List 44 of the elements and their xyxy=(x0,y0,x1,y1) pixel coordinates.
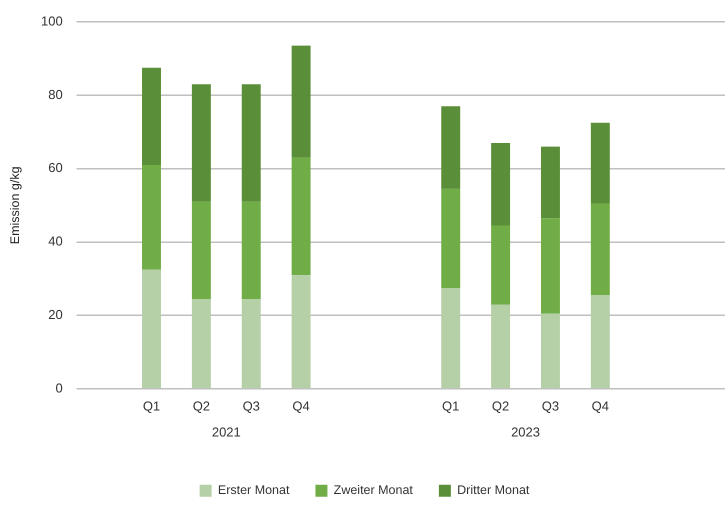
y-tick-label: 20 xyxy=(48,307,63,322)
bar xyxy=(590,295,610,388)
bar xyxy=(491,142,510,226)
x-tick-label: Q2 xyxy=(192,398,210,414)
x-tick-label: Q3 xyxy=(542,398,560,414)
bar xyxy=(292,158,311,276)
bar xyxy=(441,106,460,189)
x-tick-label: Q4 xyxy=(592,398,609,414)
bar xyxy=(242,298,261,388)
text: 2023 xyxy=(511,424,540,440)
bar xyxy=(590,204,610,296)
y-tick-label: 100 xyxy=(40,13,63,28)
bar xyxy=(192,202,211,299)
bar xyxy=(292,275,311,388)
x-tick-label: Q2 xyxy=(492,398,510,414)
bar xyxy=(441,188,460,288)
x-tick-label: Q4 xyxy=(292,398,310,414)
text: 2021 xyxy=(212,424,241,440)
bar xyxy=(192,84,211,202)
bar xyxy=(242,84,261,202)
y-tick-label: 80 xyxy=(48,86,63,102)
bar xyxy=(142,68,161,165)
x-tick-label: Q3 xyxy=(242,398,260,414)
bar xyxy=(441,288,460,388)
bar xyxy=(142,270,161,388)
bar xyxy=(540,218,560,314)
bar xyxy=(540,146,560,218)
bar xyxy=(491,304,510,388)
bar xyxy=(242,202,261,299)
x-tick-label: Q1 xyxy=(142,398,160,414)
y-axis-title: Emission g/kg xyxy=(8,166,22,244)
bar xyxy=(142,164,161,270)
legend-label: Zweiter Monat xyxy=(334,483,414,498)
bar xyxy=(491,226,510,304)
bar xyxy=(590,122,610,204)
legend-label: Erster Monat xyxy=(218,483,290,498)
y-tick-label: 0 xyxy=(55,380,63,396)
bar xyxy=(540,314,560,388)
y-tick-label: 60 xyxy=(48,160,63,176)
bar xyxy=(292,46,311,158)
x-tick-label: Q1 xyxy=(442,398,460,414)
bar xyxy=(192,298,211,388)
legend-label: Dritter Monat xyxy=(457,483,530,498)
y-tick-label: 40 xyxy=(48,234,63,249)
